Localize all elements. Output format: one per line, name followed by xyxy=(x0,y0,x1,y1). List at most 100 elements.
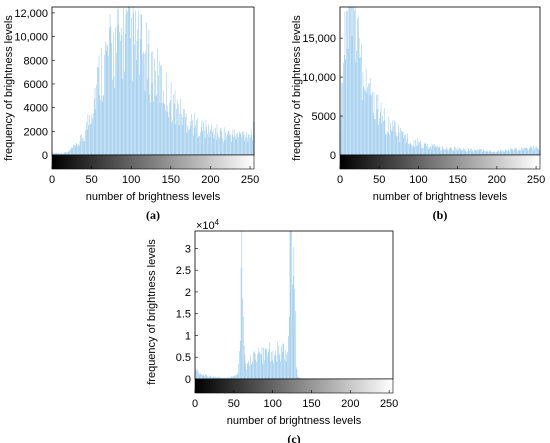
histogram-bar xyxy=(342,82,343,155)
histogram-bar xyxy=(427,149,429,155)
histogram-bar xyxy=(388,116,390,155)
histogram-bar xyxy=(233,136,234,155)
histogram-bar xyxy=(245,136,246,155)
histogram-bar xyxy=(350,7,352,155)
histogram-bar xyxy=(88,125,89,155)
histogram-bar xyxy=(358,16,359,155)
histogram-bar xyxy=(510,148,512,155)
histogram-bar xyxy=(530,146,532,155)
histogram-bar xyxy=(445,148,447,155)
histogram-bar xyxy=(230,134,231,155)
histogram-bar xyxy=(83,137,85,155)
histogram-bar xyxy=(112,79,113,155)
histogram-bar xyxy=(227,130,229,155)
histogram-bar xyxy=(108,55,109,155)
x-tick-label: 150 xyxy=(162,174,180,186)
y-tick-label: 2000 xyxy=(24,126,48,138)
histogram-bar xyxy=(135,10,136,156)
histogram-bar xyxy=(213,376,215,379)
histogram-bar xyxy=(346,11,347,155)
histogram-bar xyxy=(240,340,241,379)
x-tick-label: 250 xyxy=(241,174,259,186)
histogram-bar xyxy=(284,359,285,379)
histogram-bar xyxy=(347,10,348,156)
histogram-bar xyxy=(386,134,387,155)
histogram-bar xyxy=(110,26,112,156)
histogram-bar xyxy=(179,113,181,155)
histogram-bar xyxy=(357,18,358,155)
histogram-bar xyxy=(143,54,145,155)
histogram-bar xyxy=(405,142,407,155)
histogram-bar xyxy=(152,51,154,155)
histogram-bar xyxy=(226,136,227,155)
histogram-bar xyxy=(192,120,193,155)
histogram-bar xyxy=(409,142,411,155)
histogram-bars xyxy=(195,231,312,379)
histogram-bar xyxy=(249,134,250,155)
histogram-bar xyxy=(474,149,476,155)
histogram-bar xyxy=(79,141,81,155)
y-tick-label: 0 xyxy=(330,150,336,162)
histogram-bar xyxy=(240,267,242,379)
histogram-bar xyxy=(237,374,239,379)
histogram-bar xyxy=(176,108,177,155)
histogram-bar xyxy=(285,350,286,379)
histogram-bar xyxy=(533,150,535,155)
histogram-bar xyxy=(464,149,466,155)
histogram-bar xyxy=(229,377,231,379)
histogram-bar xyxy=(224,140,226,155)
histogram-panel-a: 0 2000 4000 6000 8000 10,000 12,000 0 50 100 150 20… xyxy=(3,6,259,222)
histogram-bar xyxy=(118,7,120,155)
y-tick-label: 3 xyxy=(185,243,191,255)
histogram-bar xyxy=(201,120,203,155)
histogram-bar xyxy=(363,86,365,155)
histogram-bar xyxy=(381,123,383,155)
histogram-bar xyxy=(208,124,209,155)
x-tick-label: 50 xyxy=(373,174,385,186)
x-axis-label: number of brightness levels xyxy=(86,191,221,203)
histogram-bar xyxy=(187,125,188,155)
histogram-bar xyxy=(200,126,202,155)
histogram-bar xyxy=(466,151,467,155)
histogram-bar xyxy=(403,138,405,155)
histogram-bar xyxy=(269,342,271,379)
histogram-bar xyxy=(154,70,156,155)
histogram-bar xyxy=(281,352,283,379)
histogram-bar xyxy=(213,138,215,155)
histogram-bar xyxy=(71,147,73,155)
histogram-bar xyxy=(537,149,539,155)
histogram-bar xyxy=(234,375,236,379)
histogram-bar xyxy=(360,56,361,155)
histogram-bar xyxy=(401,131,403,155)
histogram-bar xyxy=(448,150,449,155)
histogram-bar xyxy=(218,376,219,379)
histogram-bar xyxy=(238,130,240,155)
histogram-bar xyxy=(500,150,501,155)
histogram-bar xyxy=(275,355,277,379)
histogram-bar xyxy=(113,33,114,155)
histogram-bar xyxy=(283,344,285,379)
histogram-bar xyxy=(223,127,225,155)
histogram-bar xyxy=(188,130,189,155)
y-tick-label: 0.5 xyxy=(176,352,191,364)
histogram-bar xyxy=(59,153,61,155)
x-tick-label: 100 xyxy=(263,398,281,410)
histogram-bar xyxy=(215,377,217,379)
histogram-bar xyxy=(428,146,430,155)
histogram-bar xyxy=(358,37,360,156)
histogram-bar xyxy=(227,377,229,379)
histogram-bar xyxy=(232,376,233,379)
histogram-bar xyxy=(361,44,362,155)
histogram-bar xyxy=(234,136,236,155)
histogram-bar xyxy=(474,149,475,155)
histogram-bar xyxy=(164,104,165,155)
histogram-bar xyxy=(125,13,127,155)
histogram-bar xyxy=(391,131,393,155)
histogram-bar xyxy=(277,341,278,379)
histogram-bar xyxy=(170,82,172,155)
histogram-bar xyxy=(137,29,139,156)
histogram-bar xyxy=(175,124,177,155)
histogram-bar xyxy=(512,149,514,155)
histogram-bar xyxy=(415,139,416,155)
